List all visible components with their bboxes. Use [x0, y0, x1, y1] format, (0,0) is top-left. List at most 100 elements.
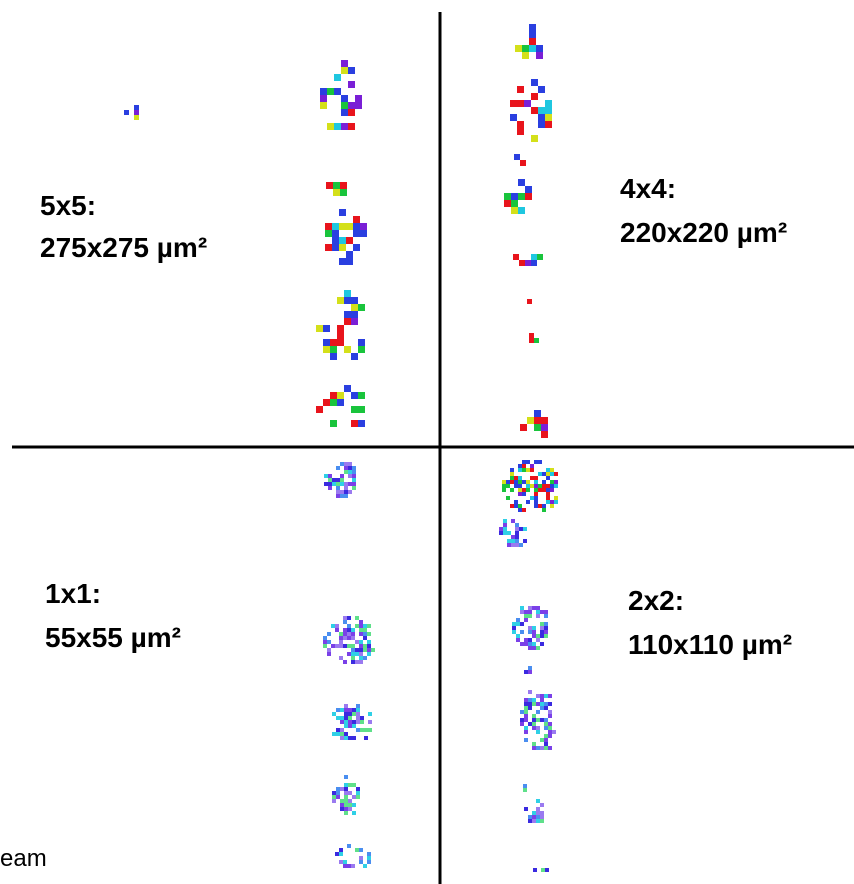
- hit-pixel: [340, 720, 344, 724]
- hit-pixel: [367, 644, 371, 648]
- hit-pixel: [344, 494, 348, 498]
- hit-pixel: [363, 648, 367, 652]
- hit-pixel: [344, 724, 348, 728]
- hit-pixel: [363, 624, 367, 628]
- hit-pixel: [522, 508, 526, 512]
- hit-pixel: [330, 346, 337, 353]
- hit-pixel: [528, 670, 532, 674]
- hit-pixel: [346, 223, 353, 230]
- hit-pixel: [516, 622, 520, 626]
- hit-pixel: [542, 472, 546, 476]
- hit-pixel: [532, 742, 536, 746]
- hit-pixel: [534, 410, 541, 417]
- hit-pixel: [533, 868, 537, 872]
- hit-pixel: [348, 708, 352, 712]
- hit-pixel: [323, 644, 327, 648]
- hit-pixel: [511, 200, 518, 207]
- hit-pixel: [347, 632, 351, 636]
- hit-pixel: [353, 244, 360, 251]
- hit-pixel: [544, 610, 548, 614]
- hit-pixel: [367, 652, 371, 656]
- hit-pixel: [541, 424, 548, 431]
- hit-pixel: [352, 470, 356, 474]
- hit-pixel: [528, 638, 532, 642]
- hit-pixel: [544, 614, 548, 618]
- hit-pixel: [124, 110, 129, 115]
- hit-pixel: [351, 644, 355, 648]
- hit-pixel: [528, 626, 532, 630]
- hit-pixel: [340, 732, 344, 736]
- hit-pixel: [330, 392, 337, 399]
- hit-pixel: [534, 484, 538, 488]
- hit-pixel: [352, 486, 356, 490]
- hit-pixel: [335, 628, 339, 632]
- hit-pixel: [339, 209, 346, 216]
- hit-pixel: [532, 819, 536, 823]
- hit-pixel: [518, 480, 522, 484]
- hit-pixel: [359, 648, 363, 652]
- hit-pixel: [339, 237, 346, 244]
- hit-pixel: [527, 299, 532, 304]
- hit-pixel: [351, 392, 358, 399]
- hit-pixel: [355, 624, 359, 628]
- hit-pixel: [528, 666, 532, 670]
- hit-pixel: [351, 304, 358, 311]
- hit-pixel: [502, 480, 506, 484]
- hit-pixel: [524, 698, 528, 702]
- hit-pixel: [510, 472, 514, 476]
- hit-pixel: [511, 535, 515, 539]
- hit-pixel: [550, 484, 554, 488]
- hit-pixel: [368, 712, 372, 716]
- hit-pixel: [546, 484, 550, 488]
- hit-pixel: [330, 420, 337, 427]
- hit-pixel: [325, 230, 332, 237]
- hit-pixel: [536, 638, 540, 642]
- hit-pixel: [511, 543, 515, 547]
- hit-pixel: [542, 488, 546, 492]
- hit-pixel: [532, 698, 536, 702]
- hit-pixel: [532, 626, 536, 630]
- hit-pixel: [368, 728, 372, 732]
- hit-pixel: [332, 223, 339, 230]
- hit-pixel: [360, 716, 364, 720]
- hit-pixel: [540, 622, 544, 626]
- hit-pixel: [352, 474, 356, 478]
- hit-pixel: [336, 494, 340, 498]
- hit-pixel: [341, 95, 348, 102]
- hit-pixel: [526, 460, 530, 464]
- hit-pixel: [534, 488, 538, 492]
- hit-pixel: [503, 531, 507, 535]
- hit-pixel: [344, 462, 348, 466]
- hit-pixel: [347, 636, 351, 640]
- hit-pixel: [358, 346, 365, 353]
- hit-pixel: [344, 783, 348, 787]
- hit-pixel: [538, 504, 542, 508]
- hit-pixel: [330, 339, 337, 346]
- hit-pixel: [514, 476, 518, 480]
- hit-pixel: [523, 527, 527, 531]
- hit-pixel: [536, 702, 540, 706]
- hit-pixel: [351, 648, 355, 652]
- hit-pixel: [352, 482, 356, 486]
- hit-pixel: [340, 803, 344, 807]
- hit-pixel: [548, 746, 552, 750]
- hit-pixel: [324, 482, 328, 486]
- hit-pixel: [528, 690, 532, 694]
- hit-pixel: [355, 102, 362, 109]
- hit-pixel: [540, 610, 544, 614]
- hit-pixel: [351, 297, 358, 304]
- hit-pixel: [348, 462, 352, 466]
- hit-pixel: [343, 616, 347, 620]
- hit-pixel: [526, 480, 530, 484]
- hit-pixel: [528, 630, 532, 634]
- hit-pixel: [346, 258, 353, 265]
- hit-pixel: [352, 708, 356, 712]
- hit-pixel: [348, 720, 352, 724]
- hit-pixel: [502, 484, 506, 488]
- hit-pixel: [536, 815, 540, 819]
- hit-pixel: [339, 258, 346, 265]
- hit-pixel: [340, 708, 344, 712]
- hit-pixel: [541, 868, 545, 872]
- hit-pixel: [532, 811, 536, 815]
- hit-pixel: [359, 848, 363, 852]
